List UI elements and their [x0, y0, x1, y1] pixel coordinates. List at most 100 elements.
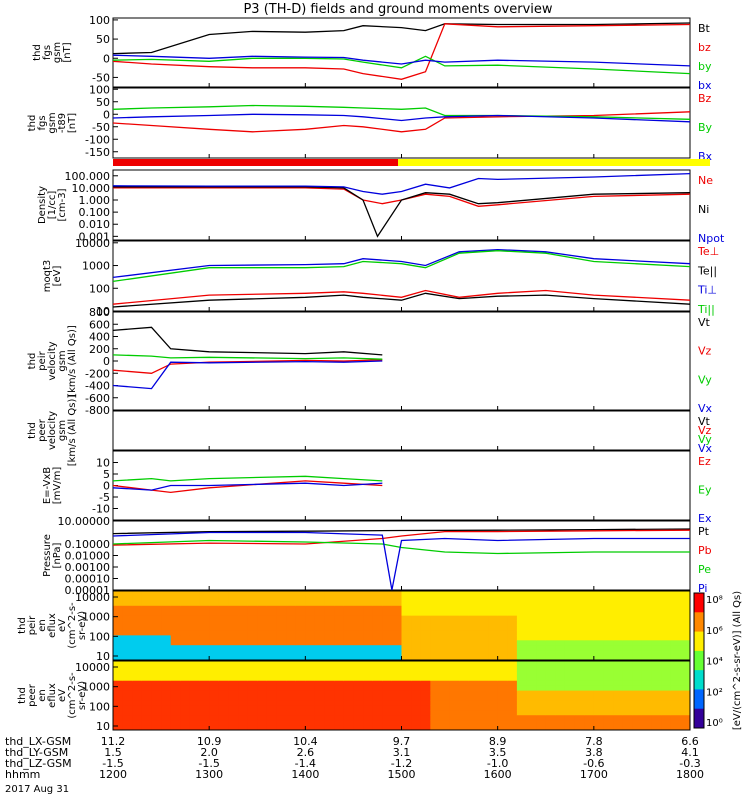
spectrogram-cell — [439, 625, 451, 631]
spectrogram-cell — [382, 625, 393, 631]
spectrogram-cell — [382, 675, 393, 682]
spectrogram-cell — [584, 625, 595, 631]
spectrogram-cell — [449, 650, 460, 656]
spectrogram-cell — [420, 650, 431, 656]
spectrogram-cell — [257, 615, 268, 622]
spectrogram-cell — [439, 715, 451, 721]
spectrogram-cell — [276, 710, 287, 716]
spectrogram-cell — [584, 610, 595, 617]
spectrogram-cell — [228, 645, 239, 651]
spectrogram-cell — [122, 595, 133, 602]
spectrogram-cell — [661, 685, 672, 692]
spectrogram-cell — [314, 720, 326, 726]
spectrogram-cell — [161, 625, 172, 631]
spectrogram-cell — [334, 705, 345, 711]
spectrogram-cell — [497, 625, 508, 631]
y-axis-label: velocity — [47, 411, 58, 450]
spectrogram-cell — [382, 685, 393, 692]
spectrogram-cell — [670, 655, 681, 661]
spectrogram-cell — [151, 680, 162, 687]
legend-Vt: Vt — [698, 316, 711, 329]
spectrogram-cell — [266, 591, 277, 597]
legend-Te||: Te|| — [697, 264, 717, 277]
spectrogram-cell — [324, 645, 335, 651]
spectrogram-cell — [516, 720, 528, 726]
spectrogram-cell — [420, 591, 431, 597]
spectrogram-cell — [199, 695, 210, 701]
spectrogram-cell — [228, 640, 239, 646]
spectrogram-cell — [295, 650, 306, 656]
spectrogram-cell — [545, 591, 556, 597]
spectrogram-cell — [334, 715, 345, 721]
spectrogram-cell — [372, 680, 383, 687]
spectrogram-cell — [564, 705, 576, 711]
y-axis-label: [km/s (All Qs)] — [67, 325, 78, 397]
spectrogram-cell — [276, 680, 287, 687]
spectrogram-cell — [238, 661, 249, 667]
spectrogram-cell — [526, 705, 537, 711]
spectrogram-cell — [363, 700, 374, 706]
spectrogram-cell — [670, 630, 681, 636]
spectrogram-cell — [564, 640, 576, 646]
series-line-Pb — [112, 529, 691, 546]
spectrogram-cell — [391, 615, 402, 622]
spectrogram-cell — [516, 680, 528, 687]
spectrogram-cell — [430, 610, 441, 617]
spectrogram-cell — [228, 665, 239, 672]
spectrogram-cell — [161, 715, 172, 721]
spectrogram-cell — [661, 661, 672, 667]
spectrogram-cell — [516, 630, 528, 636]
spectrogram-cell — [622, 670, 633, 677]
spectrogram-cell — [314, 605, 326, 612]
spectrogram-cell — [180, 665, 191, 672]
spectrogram-cell — [670, 600, 681, 607]
spectrogram-cell — [545, 610, 556, 617]
spectrogram-cell — [439, 645, 451, 651]
spectrogram-cell — [372, 595, 383, 602]
spectrogram-cell — [459, 680, 470, 687]
spectrogram-cell — [141, 600, 152, 607]
spectrogram-cell — [353, 690, 364, 696]
spectrogram-cell — [247, 595, 258, 602]
spectrogram-cell — [516, 650, 528, 656]
spectrogram-cell — [334, 655, 345, 661]
spectrogram-cell — [295, 655, 306, 661]
spectrogram-cell — [449, 625, 460, 631]
spectrogram-cell — [536, 591, 547, 597]
spectrogram-cell — [382, 725, 393, 731]
spectrogram-cell — [334, 605, 345, 612]
spectrogram-cell — [488, 591, 499, 597]
spectrogram-cell — [218, 615, 229, 622]
spectrogram-cell — [564, 645, 576, 651]
spectrogram-cell — [286, 600, 297, 607]
spectrogram-cell — [420, 625, 431, 631]
spectrogram-cell — [180, 661, 191, 667]
spectrogram-cell — [632, 625, 643, 631]
spectrogram-cell — [516, 615, 528, 622]
spectrogram-cell — [391, 670, 402, 677]
spectrogram-cell — [593, 685, 604, 692]
spectrogram-cell — [584, 620, 595, 626]
spectrogram-cell — [305, 720, 316, 726]
spectrogram-cell — [468, 625, 479, 631]
legend-Te⊥: Te⊥ — [697, 245, 719, 258]
spectrogram-cell — [401, 625, 412, 631]
spectrogram-cell — [218, 705, 229, 711]
spectrogram-cell — [449, 655, 460, 661]
spectrogram-cell — [670, 610, 681, 617]
spectrogram-cell — [449, 705, 460, 711]
spectrogram-cell — [439, 670, 451, 677]
spectrogram-cell — [228, 635, 239, 641]
spectrogram-cell — [209, 591, 220, 597]
spectrogram-cell — [257, 655, 268, 661]
spectrogram-cell — [324, 675, 335, 682]
spectrogram-cell — [641, 595, 653, 602]
spectrogram-cell — [218, 690, 229, 696]
spectrogram-cell — [113, 720, 124, 726]
spectrogram-cell — [189, 605, 201, 612]
spectrogram-cell — [343, 690, 354, 696]
spectrogram-cell — [680, 715, 691, 721]
spectrogram-cell — [266, 685, 277, 692]
spectrogram-cell — [488, 600, 499, 607]
spectrogram-cell — [613, 675, 624, 682]
